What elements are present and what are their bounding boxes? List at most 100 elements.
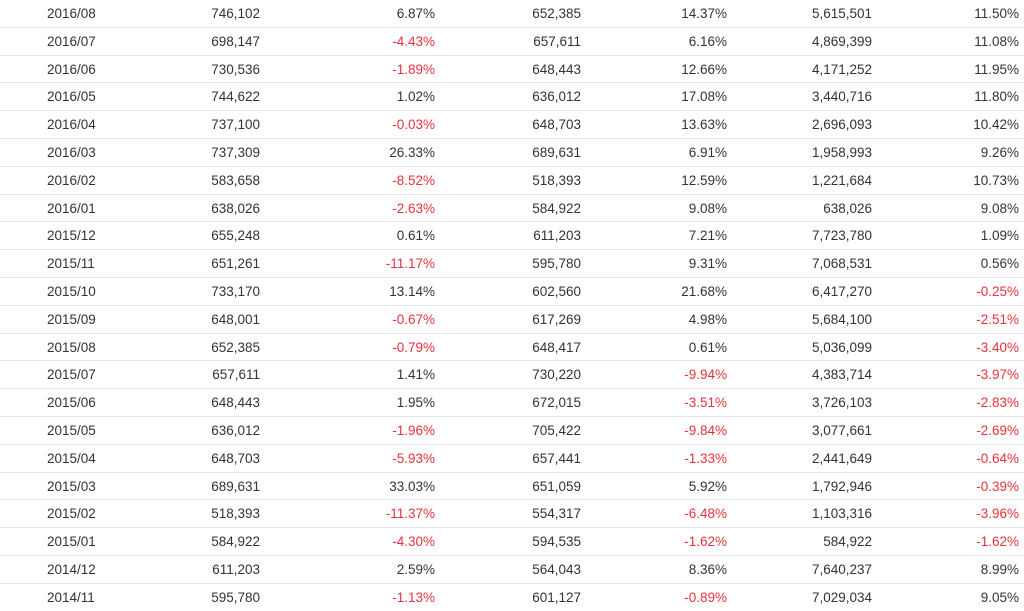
cell-value-3: 638,026 bbox=[823, 200, 872, 216]
table-row: 2015/08 652,385 -0.79% 648,417 0.61% 5,036,09… bbox=[0, 334, 1024, 362]
cell-percent-3: 8.99% bbox=[980, 561, 1019, 577]
cell-percent-3: 11.95% bbox=[974, 61, 1019, 77]
cell-percent-1: 1.95% bbox=[396, 395, 435, 411]
cell-percent-3: 11.80% bbox=[974, 89, 1019, 105]
table-row: 2015/12 655,248 0.61% 611,203 7.21% 7,723,780… bbox=[0, 222, 1024, 251]
cell-percent-1: -4.30% bbox=[392, 534, 435, 550]
table-row: 2016/04 737,100 -0.03% 648,703 13.63% 2,696,0… bbox=[0, 111, 1024, 139]
cell-month: 2015/12 bbox=[47, 228, 96, 244]
cell-value-3: 2,696,093 bbox=[811, 117, 872, 133]
cell-value-2: 554,317 bbox=[532, 506, 581, 522]
cell-percent-3: 9.08% bbox=[980, 200, 1019, 216]
cell-month: 2015/04 bbox=[47, 450, 96, 466]
table-row: 2015/11 651,261 -11.17% 595,780 9.31% 7,068,5… bbox=[0, 250, 1024, 278]
cell-value-3: 4,383,714 bbox=[811, 367, 872, 383]
table-row: 2015/10 733,170 13.14% 602,560 21.68% 6,417,2… bbox=[0, 278, 1024, 306]
cell-percent-3: 0.56% bbox=[980, 256, 1019, 272]
cell-value-1: 638,026 bbox=[211, 200, 260, 216]
cell-value-1: 636,012 bbox=[211, 422, 260, 438]
cell-percent-1: 6.87% bbox=[396, 6, 435, 21]
cell-value-2: 584,922 bbox=[532, 200, 581, 216]
cell-percent-2: -1.62% bbox=[684, 534, 727, 550]
cell-percent-3: -3.96% bbox=[976, 506, 1019, 522]
cell-value-2: 617,269 bbox=[532, 311, 581, 327]
cell-percent-1: -0.03% bbox=[392, 117, 435, 133]
cell-value-3: 5,036,099 bbox=[811, 339, 872, 355]
cell-value-1: 689,631 bbox=[211, 478, 260, 494]
cell-value-2: 602,560 bbox=[532, 283, 581, 299]
cell-value-3: 1,221,684 bbox=[811, 172, 872, 188]
cell-percent-3: 11.08% bbox=[974, 33, 1019, 49]
cell-month: 2015/07 bbox=[47, 367, 96, 383]
cell-percent-2: 8.36% bbox=[688, 561, 727, 577]
cell-percent-3: -1.62% bbox=[976, 534, 1019, 550]
table-row: 2016/03 737,309 26.33% 689,631 6.91% 1,958,99… bbox=[0, 139, 1024, 167]
cell-percent-2: 12.59% bbox=[681, 172, 727, 188]
cell-value-1: 648,001 bbox=[211, 311, 260, 327]
cell-month: 2014/12 bbox=[47, 561, 96, 577]
table-row: 2014/11 595,780 -1.13% 601,127 -0.89% 7,029,0… bbox=[0, 584, 1024, 611]
cell-value-3: 7,723,780 bbox=[811, 228, 872, 244]
cell-value-2: 730,220 bbox=[532, 367, 581, 383]
table-row: 2015/06 648,443 1.95% 672,015 -3.51% 3,726,10… bbox=[0, 389, 1024, 417]
cell-value-2: 564,043 bbox=[532, 561, 581, 577]
cell-percent-3: -0.39% bbox=[976, 478, 1019, 494]
cell-value-1: 595,780 bbox=[211, 589, 260, 605]
cell-value-1: 655,248 bbox=[211, 228, 260, 244]
cell-percent-3: -3.40% bbox=[976, 339, 1019, 355]
cell-percent-1: -8.52% bbox=[392, 172, 435, 188]
cell-value-2: 705,422 bbox=[532, 422, 581, 438]
table-row: 2016/02 583,658 -8.52% 518,393 12.59% 1,221,6… bbox=[0, 167, 1024, 195]
cell-percent-3: 10.73% bbox=[973, 172, 1019, 188]
cell-percent-1: 1.41% bbox=[396, 367, 435, 383]
cell-month: 2016/05 bbox=[47, 89, 96, 105]
cell-percent-3: 1.09% bbox=[980, 228, 1019, 244]
cell-percent-1: -11.17% bbox=[385, 256, 435, 272]
table-row: 2014/12 611,203 2.59% 564,043 8.36% 7,640,237… bbox=[0, 556, 1024, 584]
cell-value-3: 3,077,661 bbox=[811, 422, 872, 438]
table-row: 2015/02 518,393 -11.37% 554,317 -6.48% 1,103,… bbox=[0, 500, 1024, 529]
cell-value-1: 648,443 bbox=[211, 395, 260, 411]
cell-percent-1: -1.13% bbox=[392, 589, 435, 605]
cell-percent-1: 1.02% bbox=[396, 89, 435, 105]
cell-value-2: 648,417 bbox=[532, 339, 581, 355]
cell-month: 2015/05 bbox=[47, 422, 96, 438]
cell-percent-2: 14.37% bbox=[681, 6, 727, 21]
cell-percent-1: -5.93% bbox=[392, 450, 435, 466]
cell-percent-1: -0.67% bbox=[392, 311, 435, 327]
cell-percent-3: -2.83% bbox=[976, 395, 1019, 411]
cell-month: 2016/07 bbox=[47, 33, 96, 49]
table-row: 2015/01 584,922 -4.30% 594,535 -1.62% 584,922… bbox=[0, 528, 1024, 556]
cell-month: 2014/11 bbox=[47, 589, 95, 605]
cell-month: 2015/06 bbox=[47, 395, 96, 411]
cell-value-2: 518,393 bbox=[532, 172, 581, 188]
table-row: 2015/09 648,001 -0.67% 617,269 4.98% 5,684,10… bbox=[0, 306, 1024, 334]
cell-percent-1: -1.96% bbox=[392, 422, 435, 438]
cell-percent-2: 0.61% bbox=[688, 339, 727, 355]
cell-value-3: 2,441,649 bbox=[811, 450, 872, 466]
cell-value-1: 730,536 bbox=[211, 61, 260, 77]
table-row: 2015/07 657,611 1.41% 730,220 -9.94% 4,383,71… bbox=[0, 361, 1024, 390]
cell-value-1: 733,170 bbox=[211, 283, 260, 299]
cell-percent-2: 6.91% bbox=[688, 144, 727, 160]
cell-percent-2: -3.51% bbox=[684, 395, 727, 411]
cell-value-2: 657,611 bbox=[533, 33, 581, 49]
cell-value-2: 672,015 bbox=[532, 395, 581, 411]
cell-month: 2015/02 bbox=[47, 506, 96, 522]
cell-value-2: 601,127 bbox=[532, 589, 581, 605]
cell-value-1: 648,703 bbox=[211, 450, 260, 466]
cell-value-3: 5,615,501 bbox=[811, 6, 872, 21]
cell-month: 2015/03 bbox=[47, 478, 96, 494]
table-row: 2016/06 730,536 -1.89% 648,443 12.66% 4,171,2… bbox=[0, 56, 1024, 84]
cell-percent-2: 13.63% bbox=[681, 117, 727, 133]
table-row: 2015/03 689,631 33.03% 651,059 5.92% 1,792,94… bbox=[0, 473, 1024, 501]
cell-value-3: 3,440,716 bbox=[811, 89, 872, 105]
cell-value-3: 3,726,103 bbox=[811, 395, 872, 411]
cell-value-1: 651,261 bbox=[211, 256, 260, 272]
cell-percent-1: -4.43% bbox=[392, 33, 435, 49]
cell-percent-2: 17.08% bbox=[681, 89, 727, 105]
cell-percent-1: 2.59% bbox=[396, 561, 435, 577]
cell-percent-2: -9.84% bbox=[684, 422, 727, 438]
cell-percent-3: 10.42% bbox=[973, 117, 1019, 133]
